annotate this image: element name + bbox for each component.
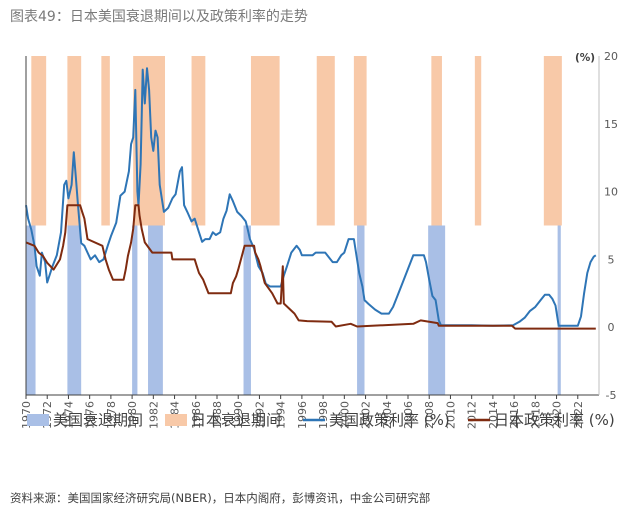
policy-rate-chart: -505101520197019721974197619781980198219… xyxy=(20,50,618,429)
legend-label: 美国政策利率 (%) xyxy=(329,411,450,429)
jp-recession-band xyxy=(316,56,335,226)
axes: -505101520197019721974197619781980198219… xyxy=(20,50,618,429)
series-lines xyxy=(25,67,597,330)
x-tick-label: 2002 xyxy=(360,401,373,429)
y-tick-label: 10 xyxy=(604,186,618,199)
source-note: 资料来源：美国国家经济研究局(NBER)，日本内阁府，彭博资讯，中金公司研究部 xyxy=(10,491,431,505)
x-tick-label: 2006 xyxy=(402,401,415,429)
x-tick-label: 1996 xyxy=(296,401,309,429)
x-tick-label: 1986 xyxy=(190,401,203,429)
x-tick-label: 1974 xyxy=(62,401,75,429)
x-tick-label: 1998 xyxy=(317,401,330,429)
jp-rate-line xyxy=(25,204,596,330)
x-tick-label: 2020 xyxy=(551,401,564,429)
chart-title: 图表49：日本美国衰退期间以及政策利率的走势 xyxy=(10,9,308,25)
recession-bands xyxy=(26,56,562,395)
x-tick-label: 2012 xyxy=(466,401,479,429)
x-tick-label: 1982 xyxy=(147,401,160,429)
x-tick-label: 2016 xyxy=(508,401,521,429)
us-rate-line xyxy=(25,67,597,327)
jp-recession-band xyxy=(250,56,280,226)
jp-recession-band xyxy=(31,56,47,226)
legend-label: 美国衰退期间 xyxy=(53,411,143,429)
legend-label: 日本政策利率 (%) xyxy=(494,411,615,429)
jp-recession-band xyxy=(191,56,206,226)
x-tick-label: 1978 xyxy=(105,401,118,429)
y-tick-label: -5 xyxy=(606,389,617,402)
x-tick-label: 2014 xyxy=(487,401,500,429)
legend-us-recession-swatch xyxy=(27,414,49,426)
x-tick-label: 1990 xyxy=(232,401,245,429)
jp-recession-band xyxy=(67,56,82,226)
legend-label: 日本衰退期间 xyxy=(191,411,281,429)
unit-label: (%) xyxy=(575,52,595,64)
y-tick-label: 0 xyxy=(608,321,615,334)
x-tick-label: 2000 xyxy=(338,401,351,429)
jp-recession-band xyxy=(543,56,562,226)
x-tick-label: 2022 xyxy=(572,401,585,429)
x-tick-label: 2018 xyxy=(529,401,542,429)
y-tick-label: 15 xyxy=(604,118,618,131)
x-tick-label: 1994 xyxy=(275,401,288,429)
x-tick-label: 2004 xyxy=(381,401,394,429)
us-recession-band xyxy=(243,225,251,395)
jp-recession-band xyxy=(353,56,367,226)
jp-recession-band xyxy=(431,56,442,226)
us-recession-band xyxy=(148,225,163,395)
us-recession-band xyxy=(26,225,36,395)
x-tick-label: 1988 xyxy=(211,401,224,429)
x-tick-label: 2008 xyxy=(423,401,436,429)
legend-jp-recession-swatch xyxy=(165,414,187,426)
jp-recession-band xyxy=(101,56,110,226)
x-tick-label: 1976 xyxy=(84,401,97,429)
legend: 美国衰退期间 日本衰退期间 美国政策利率 (%) 日本政策利率 (%) xyxy=(27,411,615,429)
us-recession-band xyxy=(357,225,365,395)
us-recession-band xyxy=(557,225,561,395)
jp-recession-band xyxy=(474,56,482,226)
y-tick-label: 20 xyxy=(604,50,618,63)
y-tick-label: 5 xyxy=(608,253,615,266)
us-recession-band xyxy=(67,225,82,395)
x-tick-label: 2010 xyxy=(444,401,457,429)
us-recession-band xyxy=(132,225,138,395)
x-tick-label: 1980 xyxy=(126,401,139,429)
x-tick-label: 1992 xyxy=(253,401,266,429)
